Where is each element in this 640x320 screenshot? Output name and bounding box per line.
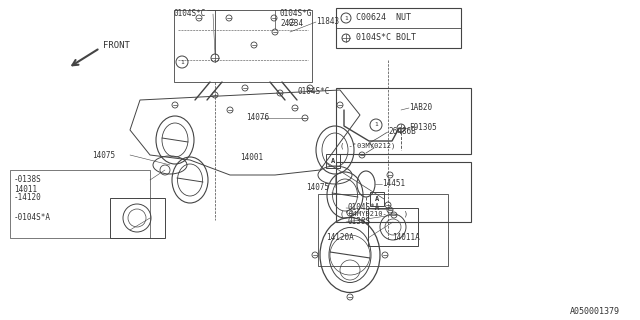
Text: 14451: 14451 [382, 180, 405, 188]
Text: ( -'03MY0212): ( -'03MY0212) [340, 143, 396, 149]
Bar [10, 170, 150, 238]
Text: 1AB20: 1AB20 [409, 103, 432, 113]
Text: 1: 1 [374, 123, 378, 127]
Text: 14075: 14075 [306, 183, 329, 193]
Text: 0104S*G: 0104S*G [280, 10, 312, 19]
Bar [336, 88, 471, 154]
Text: 1: 1 [344, 15, 348, 20]
Text: 14076: 14076 [246, 114, 269, 123]
Text: 14075: 14075 [92, 150, 115, 159]
Text: C00624  NUT: C00624 NUT [356, 13, 411, 22]
Text: 14120A: 14120A [326, 234, 354, 243]
Bar [174, 10, 312, 82]
Text: 0138S: 0138S [348, 218, 371, 227]
Bar [318, 194, 448, 266]
Bar [336, 162, 471, 222]
Bar [110, 198, 165, 238]
Text: A050001379: A050001379 [570, 308, 620, 316]
Text: 1: 1 [180, 60, 184, 65]
Bar [326, 154, 340, 168]
Text: ('04MY0210-    ): ('04MY0210- ) [340, 211, 408, 217]
Bar [370, 192, 384, 206]
Text: 0104S*C BOLT: 0104S*C BOLT [356, 34, 416, 43]
Text: 24234: 24234 [280, 20, 303, 28]
Text: 0104S*A: 0104S*A [348, 204, 380, 212]
Bar [368, 208, 418, 246]
Text: 11843: 11843 [316, 18, 339, 27]
Text: 14011: 14011 [14, 186, 37, 195]
Text: 0104S*C: 0104S*C [298, 87, 330, 97]
Bar [336, 8, 461, 48]
Text: 0104S*C: 0104S*C [174, 10, 206, 19]
Text: A: A [375, 196, 379, 202]
Text: 26486B: 26486B [388, 127, 416, 137]
Text: F91305: F91305 [409, 124, 436, 132]
Text: A: A [331, 158, 335, 164]
Text: -0138S: -0138S [14, 175, 42, 185]
Text: -14120: -14120 [14, 194, 42, 203]
Text: FRONT: FRONT [103, 42, 130, 51]
Text: -0104S*A: -0104S*A [14, 213, 51, 222]
Text: 14011A: 14011A [392, 234, 420, 243]
Text: 14001: 14001 [240, 154, 263, 163]
